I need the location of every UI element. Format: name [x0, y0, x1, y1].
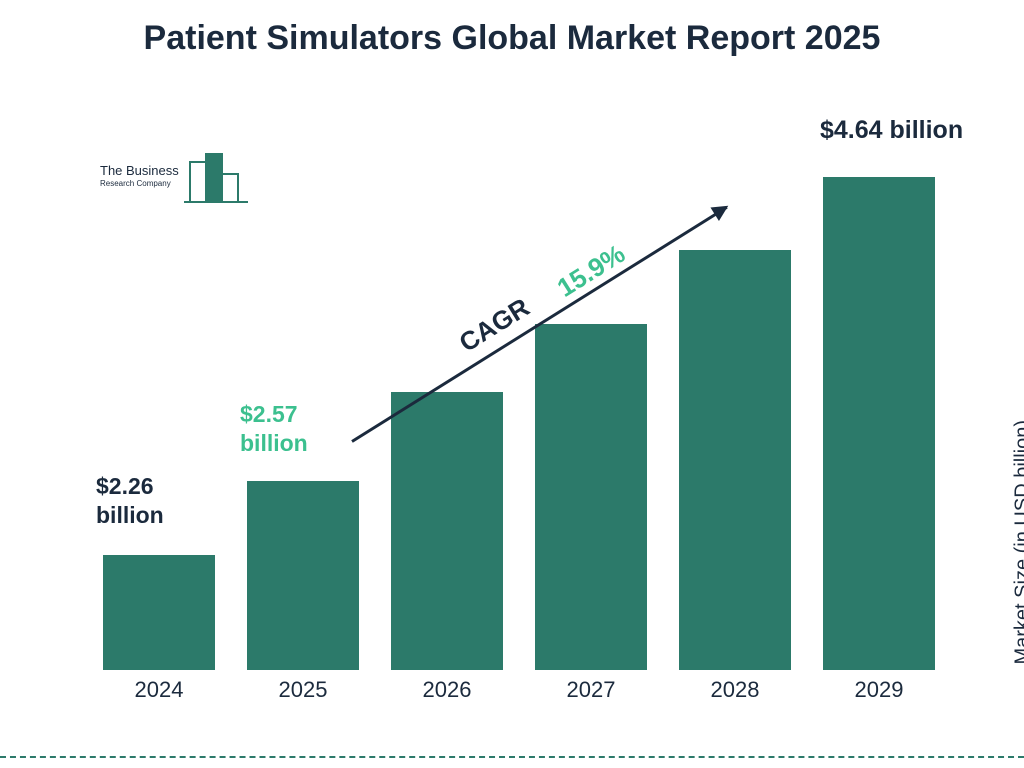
bar-2025	[247, 481, 359, 670]
x-label-2027: 2027	[535, 677, 647, 703]
bar-2026	[391, 392, 503, 670]
x-label-2028: 2028	[679, 677, 791, 703]
callout-2029-value: $4.64 billion	[820, 115, 1020, 146]
bar-chart: 202420252026202720282029	[95, 145, 955, 670]
chart-title: Patient Simulators Global Market Report …	[0, 18, 1024, 59]
bar-2028	[679, 250, 791, 670]
callout-2025-value: $2.57 billion	[240, 400, 335, 458]
x-label-2024: 2024	[103, 677, 215, 703]
x-label-2029: 2029	[823, 677, 935, 703]
bar-2024	[103, 555, 215, 671]
y-axis-label: Market Size (in USD billion)	[1012, 420, 1024, 665]
callout-2024-value: $2.26 billion	[96, 472, 191, 530]
footer-divider	[0, 756, 1024, 758]
bar-2029	[823, 177, 935, 671]
bar-2027	[535, 324, 647, 671]
x-label-2026: 2026	[391, 677, 503, 703]
x-label-2025: 2025	[247, 677, 359, 703]
